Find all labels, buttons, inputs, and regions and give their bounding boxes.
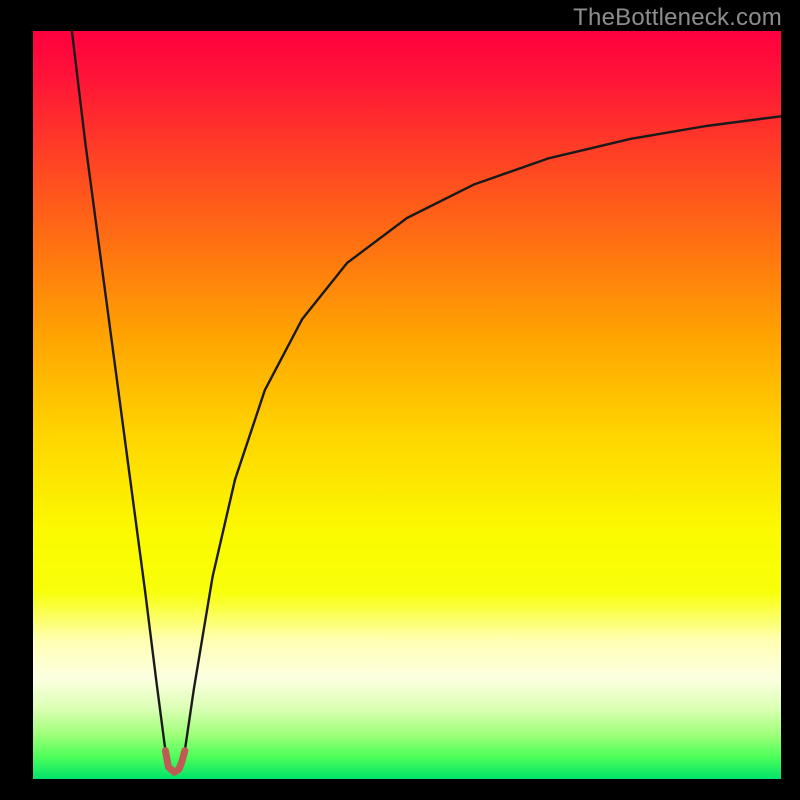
- watermark-text: TheBottleneck.com: [573, 4, 782, 32]
- plot-background: [33, 31, 781, 779]
- chart-stage: TheBottleneck.com: [0, 0, 800, 800]
- plot-svg: [33, 31, 781, 779]
- plot-area: [33, 31, 781, 779]
